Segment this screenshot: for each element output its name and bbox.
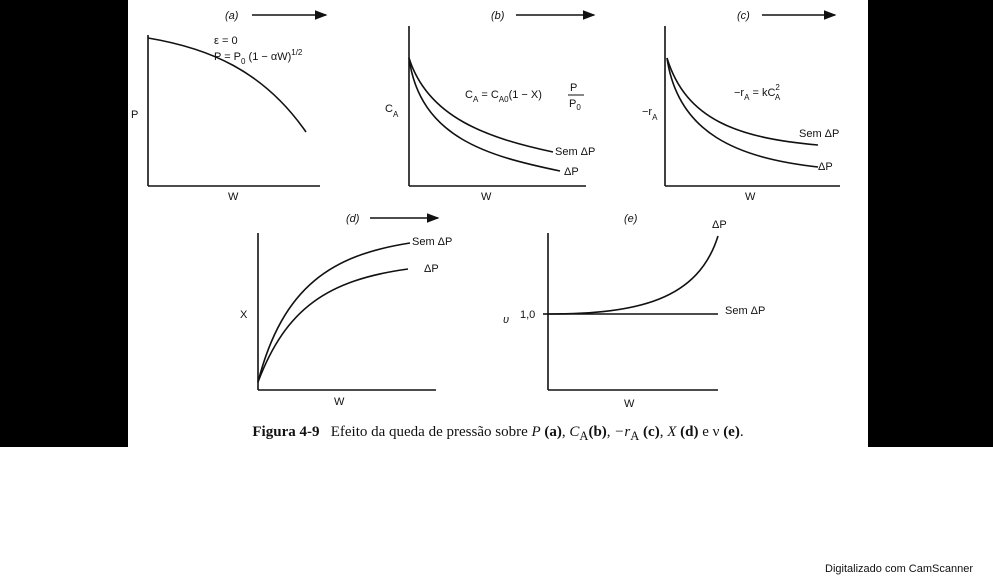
panel-a-curve [147,37,307,133]
panel-b-curve-sem-dp [408,57,554,153]
panel-e-curve-dp [547,235,719,315]
panel-d-tag: (d) [346,213,360,225]
panel-e-tick: 1,0 [520,309,535,321]
panel-d-ylabel: X [240,309,248,321]
figure-4-9: (a) W P ε = 0 P = P0 (1 − αW)1/2 (b) W A… [131,10,840,410]
scan-border-right [868,0,993,447]
panel-c-label-sem-dp: Sem ΔP [799,128,839,140]
panel-c-axes [664,26,840,187]
panel-e-label-sem-dp: Sem ΔP [725,305,765,317]
camscanner-watermark: Digitalizado com CamScanner [825,563,973,575]
figure-caption: Figura 4-9 Efeito da queda de pressão so… [252,424,744,443]
panel-d-curve-sem-dp [257,242,411,383]
panel-c-tag: (c) [737,10,750,22]
panel-a-eq2: P = P0 (1 − αW)1/2 [214,48,303,66]
panel-b-label-sem-dp: Sem ΔP [555,146,595,158]
panel-d-label-sem-dp: Sem ΔP [412,236,452,248]
panel-b-label-dp: ΔP [564,166,579,178]
panel-e-ylabel: υ [503,314,509,326]
scan-border-left [0,0,128,447]
panel-b-ylabel: ACA [385,103,399,119]
panel-b-tag: (b) [491,10,505,22]
panel-e-xlabel: W [624,398,635,410]
panel-d-xlabel: W [334,396,345,408]
panel-c-curve-dp [666,57,819,168]
panel-b-curve-dp [408,57,561,172]
panel-b-axes [408,26,586,187]
panel-b-xlabel: W [481,191,492,203]
panel-d-curve-dp [257,268,409,383]
scanned-page: (a) W P ε = 0 P = P0 (1 − αW)1/2 (b) W A… [128,0,868,447]
panel-d-axes [257,233,436,391]
panel-e-label-dp: ΔP [712,219,727,231]
panel-a-xlabel: W [228,191,239,203]
panel-b-frac-den: P0 [569,98,581,112]
panel-c-label-dp: ΔP [818,161,833,173]
panel-a-axes [147,35,320,187]
panel-a-ylabel: P [131,109,138,121]
panel-a-eq1: ε = 0 [214,35,238,47]
panel-d-label-dp: ΔP [424,263,439,275]
panel-b-equation: CA = CA0(1 − X) [465,89,542,104]
panel-a-tag: (a) [225,10,239,22]
panel-e-tag: (e) [624,213,638,225]
panel-c-equation: −rA = kC2 A [734,83,781,102]
panel-b-frac-num: P [570,82,577,94]
panel-c-xlabel: W [745,191,756,203]
panel-c-curve-sem-dp [666,57,819,146]
panel-e-axes [543,233,718,391]
panel-c-ylabel: −rA [642,106,658,122]
